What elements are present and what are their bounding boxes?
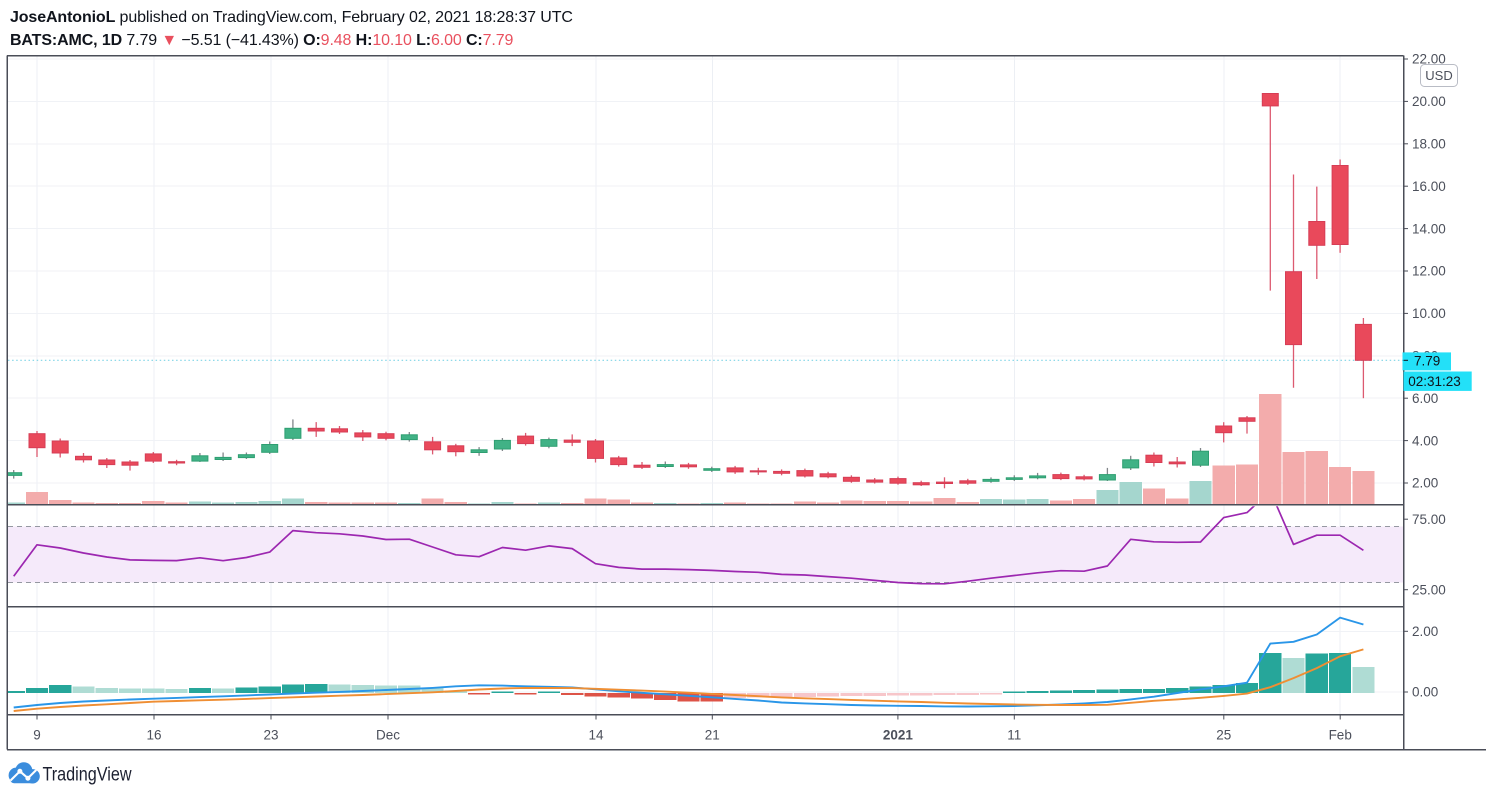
svg-text:10.00: 10.00	[1412, 306, 1446, 321]
svg-text:2.00: 2.00	[1412, 476, 1438, 491]
svg-text:14.00: 14.00	[1412, 221, 1446, 236]
svg-text:2021: 2021	[883, 728, 914, 743]
svg-text:20.00: 20.00	[1412, 94, 1446, 109]
svg-text:USD: USD	[1425, 68, 1452, 83]
svg-text:Feb: Feb	[1329, 728, 1352, 743]
svg-text:2.00: 2.00	[1412, 624, 1438, 639]
svg-text:02:31:23: 02:31:23	[1408, 374, 1461, 389]
svg-text:4.00: 4.00	[1412, 433, 1438, 448]
svg-text:11: 11	[1007, 728, 1021, 743]
svg-text:21: 21	[705, 728, 720, 743]
svg-text:0.00: 0.00	[1412, 685, 1438, 700]
svg-text:TradingView: TradingView	[43, 765, 132, 786]
svg-text:6.00: 6.00	[1412, 391, 1438, 406]
svg-text:JoseAntonioL published on Trad: JoseAntonioL published on TradingView.co…	[10, 9, 573, 26]
svg-text:16: 16	[146, 728, 161, 743]
svg-text:12.00: 12.00	[1412, 264, 1446, 279]
svg-text:7.79: 7.79	[1414, 353, 1440, 368]
svg-text:16.00: 16.00	[1412, 179, 1446, 194]
svg-text:23: 23	[263, 728, 278, 743]
svg-text:22.00: 22.00	[1412, 52, 1446, 67]
svg-text:75.00: 75.00	[1412, 512, 1446, 527]
svg-text:Dec: Dec	[376, 728, 400, 743]
svg-text:BATS:AMC, 1D 7.79 ▼ −5.51 (−41: BATS:AMC, 1D 7.79 ▼ −5.51 (−41.43%) O:9.…	[10, 32, 514, 49]
svg-text:9: 9	[33, 728, 41, 743]
svg-text:25.00: 25.00	[1412, 582, 1446, 597]
svg-text:25: 25	[1216, 728, 1231, 743]
svg-text:14: 14	[588, 728, 604, 743]
svg-text:18.00: 18.00	[1412, 137, 1446, 152]
